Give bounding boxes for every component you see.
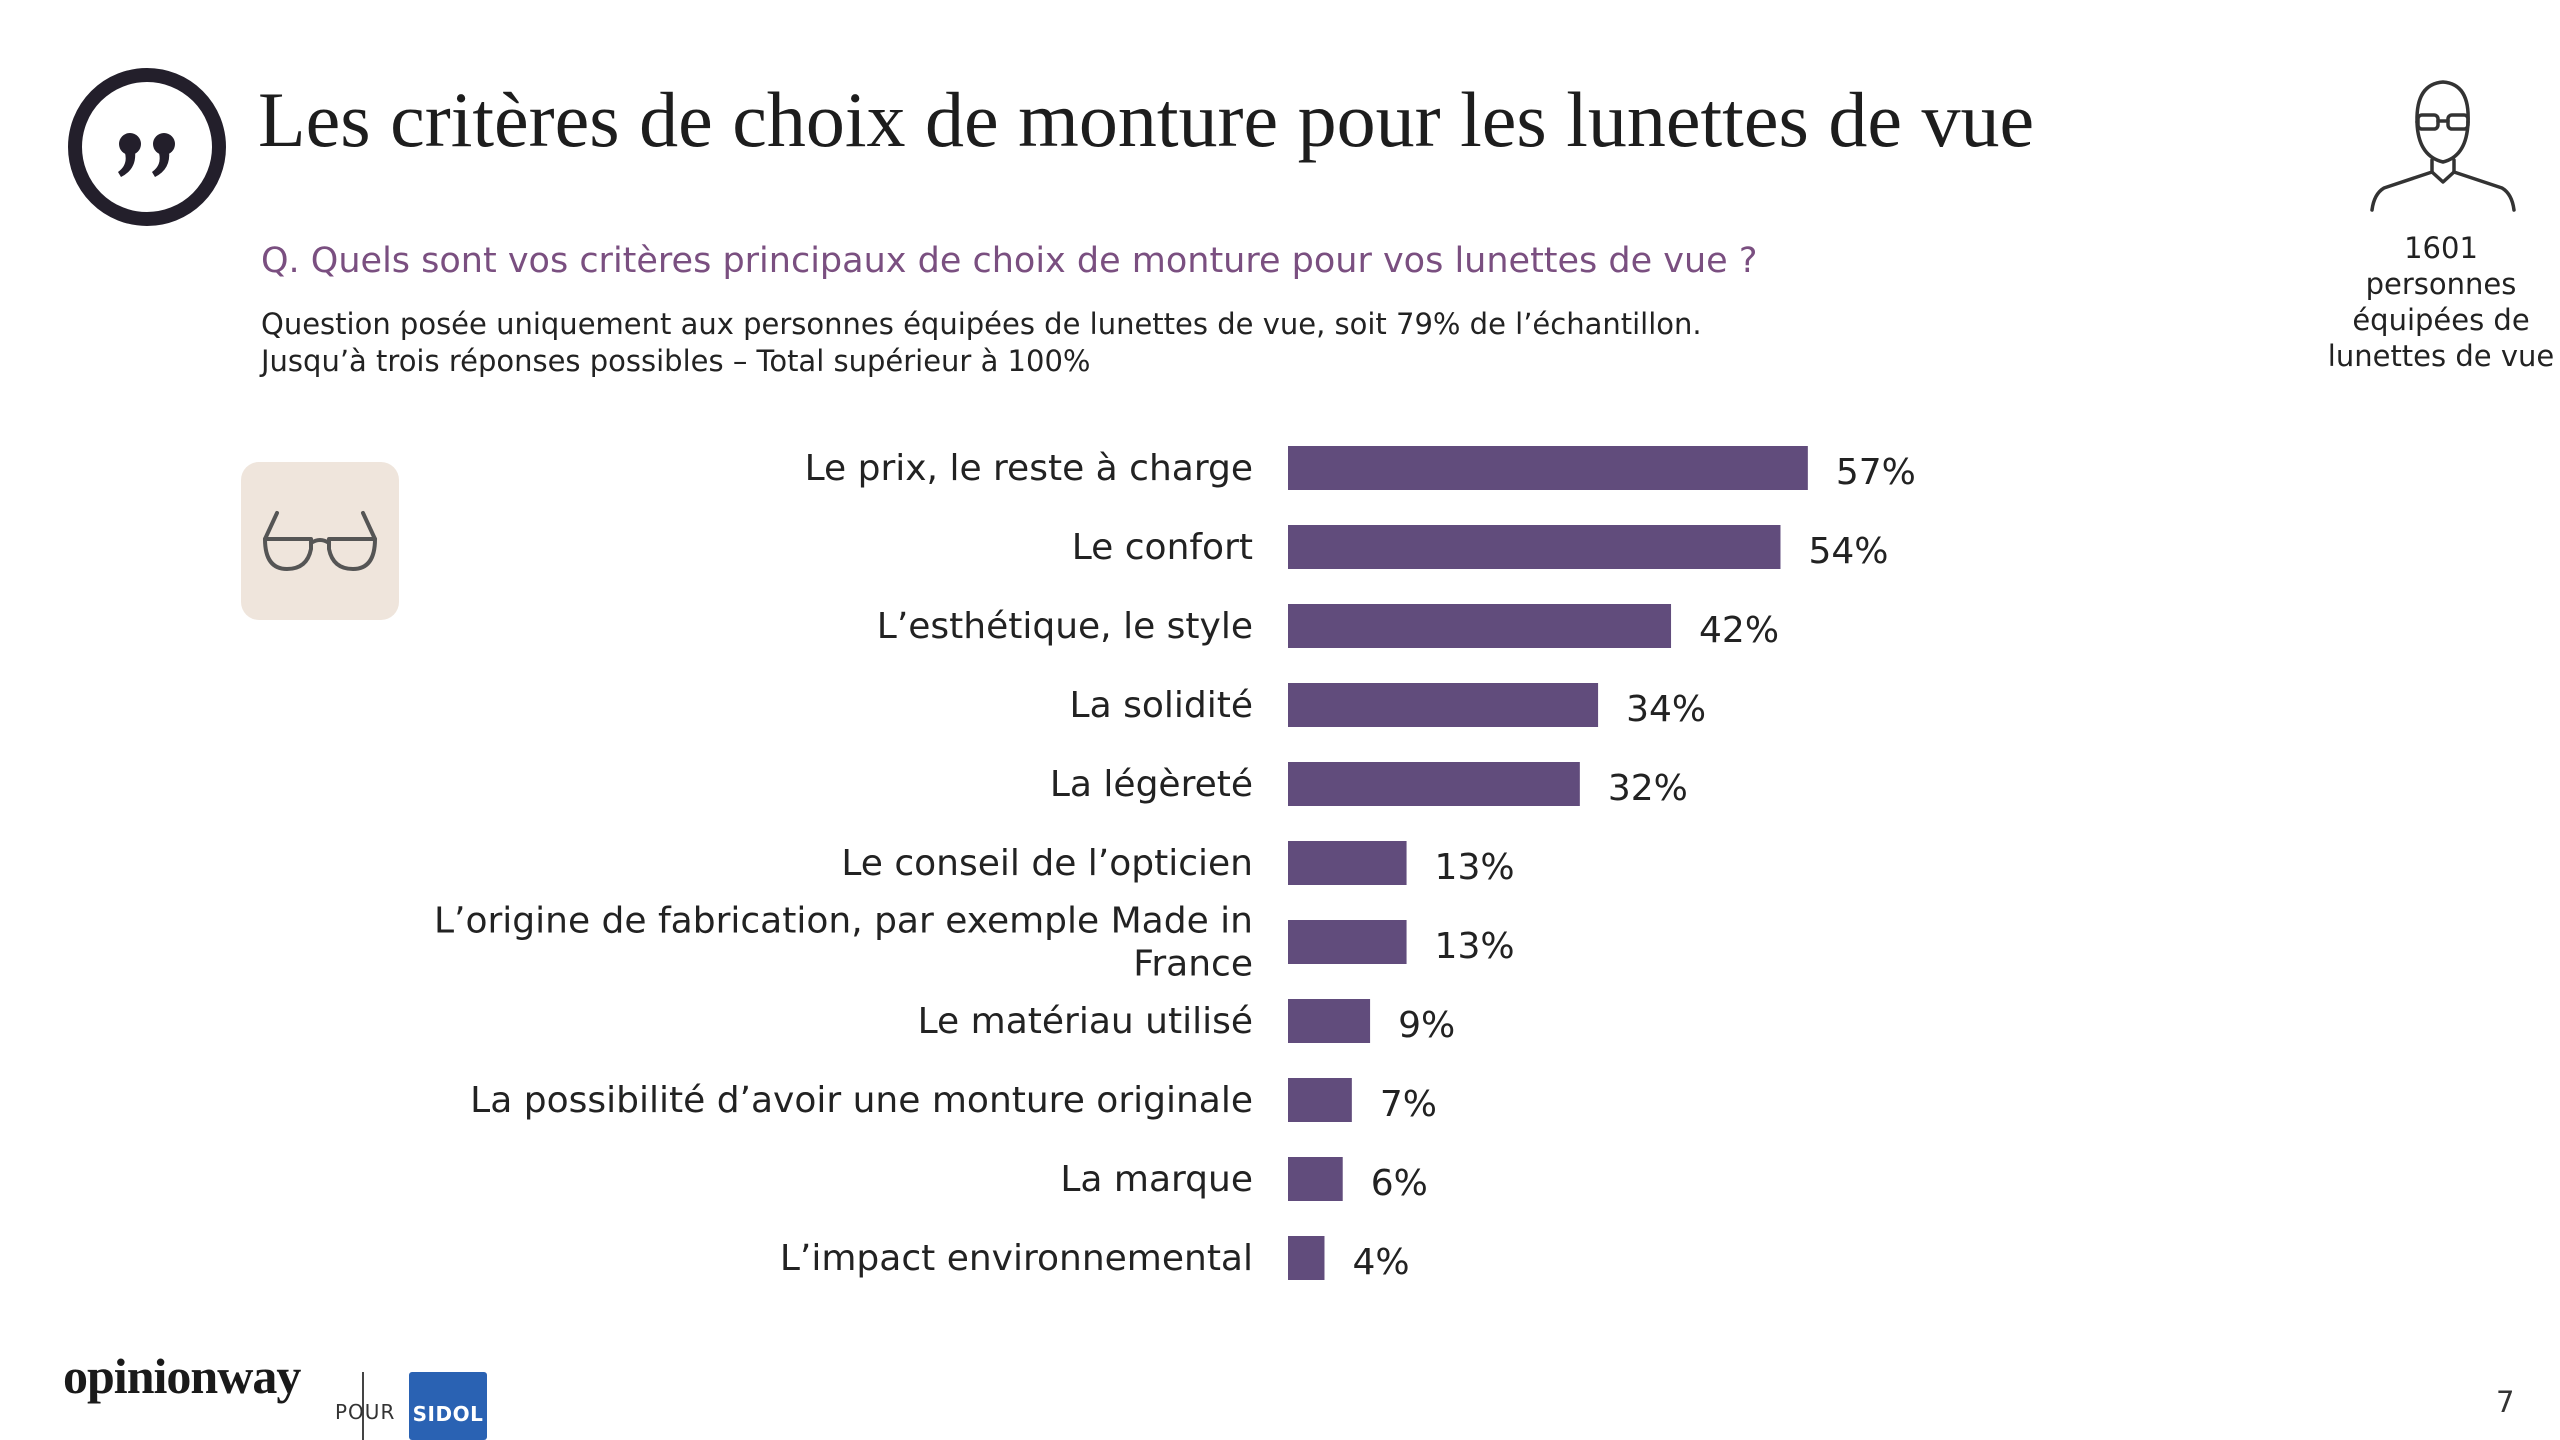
- value-label-8: 9%: [1398, 1005, 1455, 1046]
- glasses-icon: [263, 511, 377, 571]
- bar-4: [1288, 683, 1599, 727]
- sample-count: 1601: [2404, 231, 2478, 265]
- category-label-4: La solidité: [1070, 685, 1253, 726]
- quote-icon: [68, 68, 226, 226]
- category-label-1: Le prix, le reste à charge: [805, 448, 1253, 489]
- bar-5: [1288, 762, 1580, 806]
- category-label-5: La légèreté: [1050, 764, 1253, 805]
- sample-line-3: lunettes de vue: [2327, 339, 2555, 373]
- bar-8: [1288, 999, 1371, 1043]
- bar-7: [1288, 920, 1407, 964]
- note-line-1: Question posée uniquement aux personnes …: [261, 307, 1702, 341]
- bar-1: [1288, 446, 1808, 490]
- sample-line-2: équipées de: [2352, 303, 2530, 337]
- category-label-7-line-2: France: [1133, 944, 1253, 985]
- opinionway-logo: opinionway: [63, 1348, 301, 1404]
- category-label-11: L’impact environnemental: [780, 1238, 1253, 1279]
- value-label-6: 13%: [1435, 847, 1515, 888]
- survey-question: Q. Quels sont vos critères principaux de…: [261, 241, 1758, 281]
- question-note: Question posée uniquement aux personnes …: [261, 306, 1702, 380]
- value-label-9: 7%: [1380, 1084, 1437, 1125]
- bar-3: [1288, 604, 1672, 648]
- value-label-3: 42%: [1699, 610, 1779, 651]
- category-label-7-line-1: L’origine de fabrication, par exemple Ma…: [434, 901, 1253, 942]
- value-label-5: 32%: [1608, 768, 1688, 809]
- category-label-6: Le conseil de l’opticien: [841, 843, 1253, 884]
- category-label-2: Le confort: [1072, 527, 1253, 568]
- value-label-7: 13%: [1435, 926, 1515, 967]
- category-label-8: Le matériau utilisé: [918, 1001, 1253, 1042]
- category-label-10: La marque: [1060, 1159, 1253, 1200]
- value-label-11: 4%: [1352, 1242, 1409, 1283]
- bar-11: [1288, 1236, 1325, 1280]
- sample-size-caption: 1601 personnes équipées de lunettes de v…: [2310, 230, 2560, 374]
- value-label-1: 57%: [1836, 452, 1916, 493]
- value-label-10: 6%: [1371, 1163, 1428, 1204]
- footer-separator: [362, 1372, 364, 1440]
- category-label-9: La possibilité d’avoir une monture origi…: [470, 1080, 1253, 1121]
- glasses-icon-card: [241, 462, 399, 620]
- note-line-2: Jusqu’à trois réponses possibles – Total…: [261, 344, 1091, 378]
- sample-line-1: personnes: [2365, 267, 2517, 301]
- value-label-2: 54%: [1808, 531, 1888, 572]
- slide-title: Les critères de choix de monture pour le…: [258, 76, 2035, 163]
- bar-9: [1288, 1078, 1352, 1122]
- person-with-glasses-icon: [2370, 80, 2516, 212]
- bar-chart: 57% Le prix, le reste à charge 54% Le confo…: [434, 446, 1916, 1283]
- category-label-3: L’esthétique, le style: [877, 606, 1253, 647]
- sidol-logo: SIDOL: [409, 1372, 487, 1440]
- bar-2: [1288, 525, 1781, 569]
- bar-6: [1288, 841, 1407, 885]
- value-label-4: 34%: [1626, 689, 1706, 730]
- sidol-logo-text: SIDOL: [412, 1402, 484, 1426]
- bar-10: [1288, 1157, 1343, 1201]
- footer-pour-label: POUR: [335, 1400, 396, 1424]
- page-number: 7: [2496, 1385, 2515, 1419]
